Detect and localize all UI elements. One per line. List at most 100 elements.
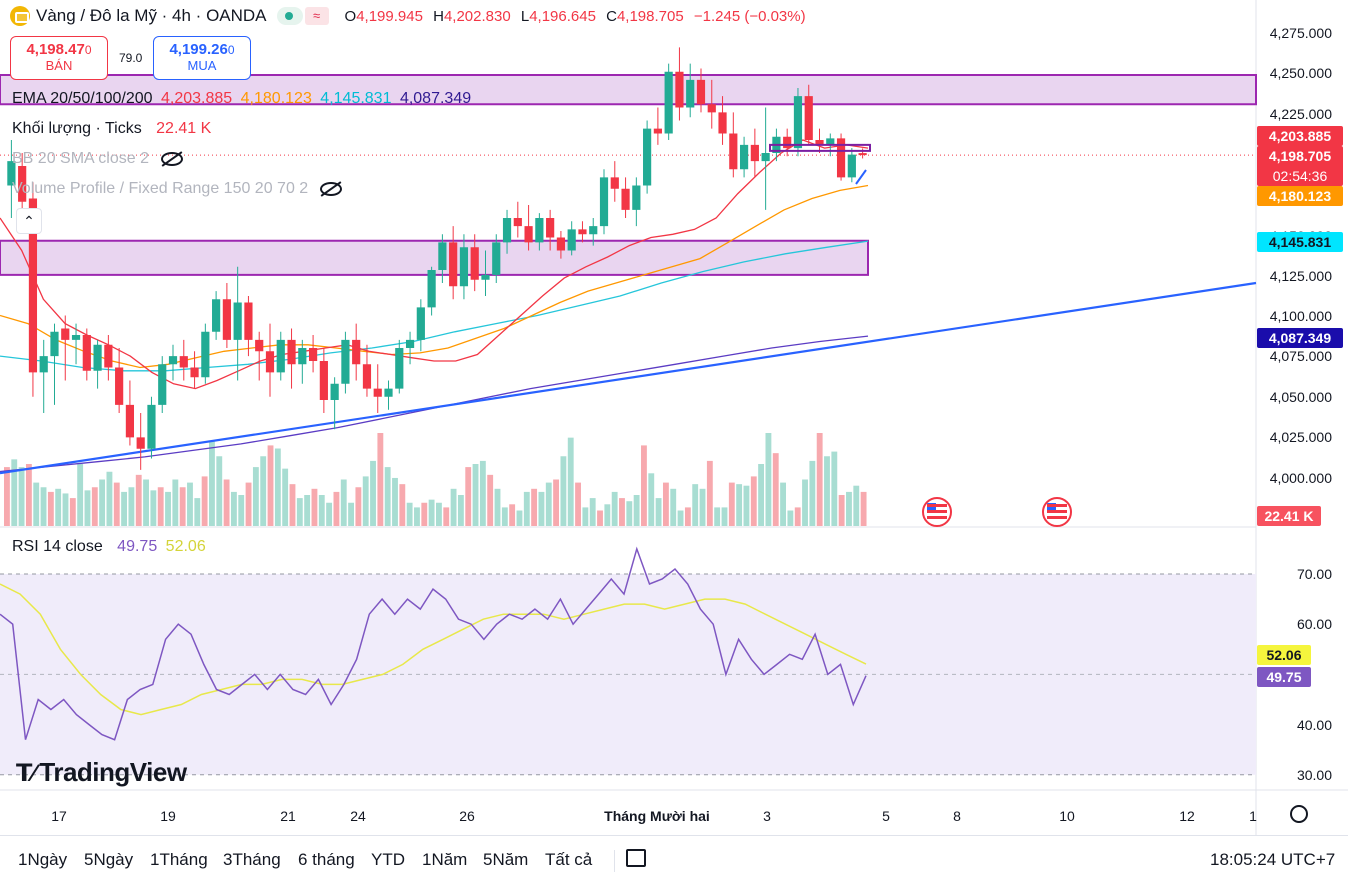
volume-bar xyxy=(604,504,611,526)
volume-bar xyxy=(736,484,743,526)
supply-demand-zone xyxy=(0,239,869,276)
trend-line xyxy=(0,281,1257,475)
time-tick: 10 xyxy=(1059,808,1075,824)
ema100-line xyxy=(0,240,869,372)
volume-bar xyxy=(77,464,84,526)
volume-bar xyxy=(487,474,494,526)
candle-body xyxy=(589,226,598,235)
candle-body xyxy=(115,367,124,405)
candle-body xyxy=(449,242,458,287)
volume-bar xyxy=(699,488,706,526)
candle-body xyxy=(836,138,846,178)
hidden-eye-icon[interactable] xyxy=(320,181,343,196)
timeframe-button[interactable]: 1Năm xyxy=(422,850,468,869)
volume-bar xyxy=(392,477,398,526)
us-event-flag-icon[interactable] xyxy=(922,497,952,527)
timeframe-button[interactable]: 6 tháng xyxy=(298,850,355,869)
candle-body xyxy=(168,356,178,365)
timeframe-button[interactable]: 5Ngày xyxy=(84,850,134,869)
candle-body xyxy=(416,307,425,340)
us-event-flag-icon[interactable] xyxy=(1042,497,1072,527)
volume-axis-label: 22.41 K xyxy=(1257,506,1321,526)
volume-bar xyxy=(384,467,391,526)
candle-body xyxy=(287,339,296,365)
clock-timezone[interactable]: 18:05:24 UTC+7 xyxy=(1210,850,1336,869)
volume-bar xyxy=(787,510,794,526)
candle-body xyxy=(492,242,501,275)
volume-bar xyxy=(831,451,838,526)
bb-legend[interactable]: BB 20 SMA close 2 xyxy=(12,150,187,168)
collapse-legend-button[interactable]: ⌃ xyxy=(16,208,42,234)
volume-bar xyxy=(326,502,333,526)
volume-bar xyxy=(165,491,171,526)
ema20-line xyxy=(0,139,869,390)
volume-bar xyxy=(106,471,113,526)
candle-body xyxy=(7,161,16,186)
volume-bar xyxy=(758,464,765,526)
hidden-eye-icon[interactable] xyxy=(160,151,183,166)
volume-bar xyxy=(47,491,54,526)
candle-body xyxy=(50,331,59,357)
candle-body xyxy=(459,247,469,287)
volume-bar xyxy=(575,482,581,526)
rsi-ma-line xyxy=(0,583,867,716)
candle-body xyxy=(158,364,167,405)
volume-bar xyxy=(33,482,40,526)
timeframe-button[interactable]: YTD xyxy=(371,850,405,869)
volume-bar xyxy=(340,479,347,526)
time-tick: 8 xyxy=(953,808,961,824)
settings-gear-icon[interactable] xyxy=(1290,805,1308,823)
volume-bar xyxy=(457,495,464,526)
symbol-title[interactable]: Vàng / Đô la Mỹ · 4h · OANDA xyxy=(36,6,267,25)
market-open-icon[interactable] xyxy=(276,7,303,25)
volume-bar xyxy=(706,460,713,526)
volume-bar xyxy=(816,433,823,526)
candle-body xyxy=(718,112,727,134)
price-tick: 4,125.000 xyxy=(1269,268,1332,284)
ema-legend[interactable]: EMA 20/50/100/200 4,203.885 4,180.123 4,… xyxy=(12,90,472,107)
volume-bar xyxy=(69,498,76,526)
candle-body xyxy=(556,237,566,251)
timeframe-button[interactable]: 1Ngày xyxy=(18,850,68,869)
volume-bar xyxy=(179,487,186,526)
timeframe-button[interactable]: 5Năm xyxy=(483,850,529,869)
buy-button[interactable]: 4,199.260 MUA xyxy=(153,36,251,80)
volume-bar xyxy=(501,507,508,526)
volume-bar xyxy=(62,493,69,526)
volume-legend[interactable]: Khối lượng · Ticks 22.41 K xyxy=(12,120,212,137)
volume-bar xyxy=(662,482,669,526)
wave-icon[interactable]: ≈ xyxy=(304,7,329,25)
candle-body xyxy=(858,153,867,156)
ema100-price-label: 4,145.831 xyxy=(1257,232,1343,252)
ema200-price-label: 4,087.349 xyxy=(1257,328,1343,348)
sell-button[interactable]: 4,198.470 BÁN xyxy=(10,36,108,80)
ema20-price-label: 4,203.885 xyxy=(1257,126,1343,146)
date-range-icon[interactable] xyxy=(626,849,646,867)
timeframe-button[interactable]: 3Tháng xyxy=(223,850,281,869)
candle-body xyxy=(255,339,264,352)
candle-body xyxy=(373,388,382,397)
rsi-legend[interactable]: RSI 14 close 49.75 52.06 xyxy=(12,538,206,555)
volume-bar xyxy=(648,473,655,526)
timeframe-button[interactable]: 1Tháng xyxy=(150,850,208,869)
candle-body xyxy=(265,351,275,373)
candle-body xyxy=(427,270,436,308)
volume-bar xyxy=(201,476,208,526)
price-tick: 4,225.000 xyxy=(1269,106,1332,122)
time-tick: 12 xyxy=(1179,808,1195,824)
candle-body xyxy=(28,198,38,373)
volume-bar xyxy=(11,459,18,526)
volume-bar xyxy=(121,491,128,526)
volume-bar xyxy=(436,502,442,526)
volume-bar xyxy=(267,445,274,526)
volume-profile-legend[interactable]: Volume Profile / Fixed Range 150 20 70 2 xyxy=(12,180,346,198)
timeframe-button[interactable]: Tất cả xyxy=(545,850,593,869)
candle-body xyxy=(341,339,350,384)
candle-body xyxy=(298,348,307,365)
volume-bar xyxy=(589,498,596,526)
tradingview-logo[interactable]: 𝗧⁄ TradingView xyxy=(16,757,187,787)
candle-body xyxy=(405,339,415,348)
candle-body xyxy=(201,331,210,378)
volume-bar xyxy=(4,467,10,526)
